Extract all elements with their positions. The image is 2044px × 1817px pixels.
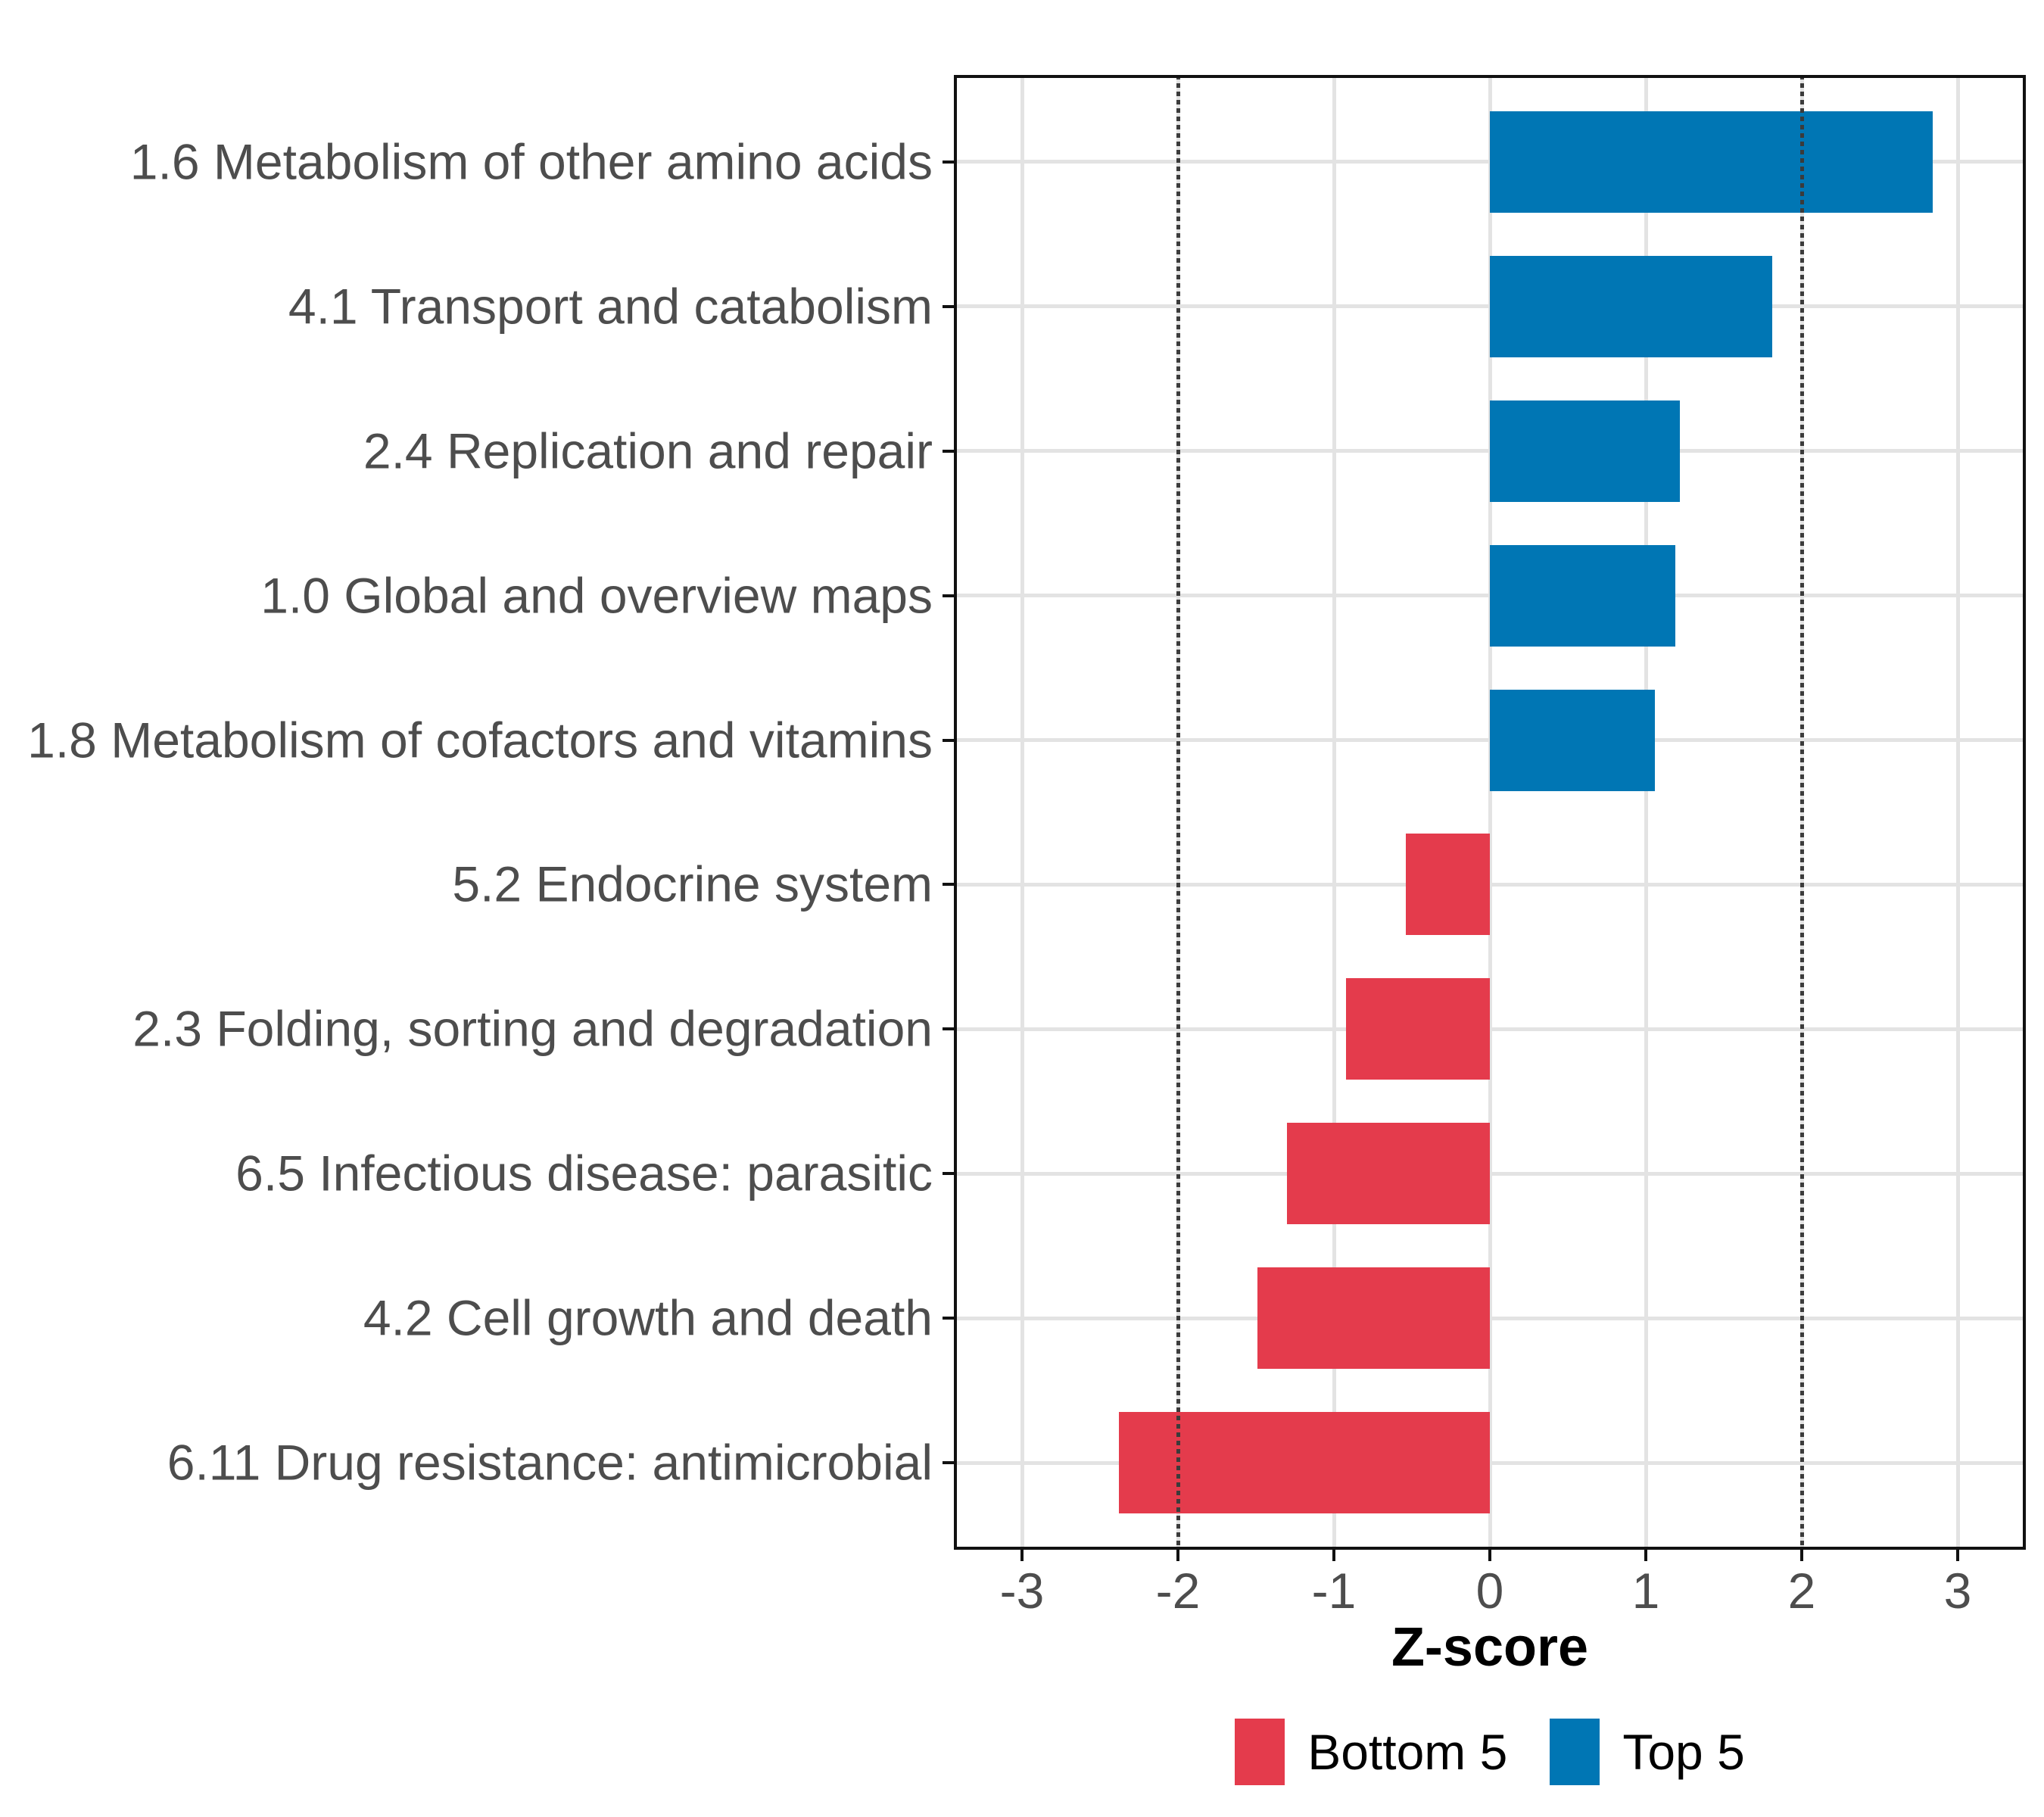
x-tick-mark	[1020, 1550, 1024, 1561]
legend-label-top5: Top 5	[1622, 1724, 1745, 1780]
x-tick-label: 3	[1943, 1563, 1972, 1619]
x-tick-label: 2	[1787, 1563, 1816, 1619]
y-gridline	[954, 1027, 2026, 1031]
bar	[1490, 690, 1656, 791]
legend-key-bottom5	[1235, 1719, 1285, 1785]
y-tick-mark	[943, 160, 954, 164]
legend-key-top5	[1550, 1719, 1600, 1785]
x-gridline	[1644, 75, 1648, 1550]
x-tick-label: 1	[1631, 1563, 1660, 1619]
bar	[1490, 111, 1933, 213]
bar	[1287, 1123, 1490, 1224]
x-tick-label: -1	[1311, 1563, 1357, 1619]
x-tick-mark	[1956, 1550, 1959, 1561]
y-gridline	[954, 1171, 2026, 1176]
x-tick-label: 0	[1475, 1563, 1504, 1619]
bar	[1346, 978, 1490, 1080]
bar	[1257, 1267, 1490, 1369]
x-tick-label: -2	[1155, 1563, 1201, 1619]
y-tick-mark	[943, 1317, 954, 1320]
y-tick-mark	[943, 883, 954, 887]
bar	[1118, 1412, 1490, 1513]
y-tick-mark	[943, 1027, 954, 1031]
x-tick-mark	[1332, 1550, 1335, 1561]
x-tick-mark	[1176, 1550, 1179, 1561]
reference-line	[1799, 75, 1804, 1550]
x-tick-mark	[1644, 1550, 1647, 1561]
x-gridline	[1020, 75, 1024, 1550]
y-tick-mark	[943, 594, 954, 597]
y-tick-mark	[943, 304, 954, 308]
y-gridline	[954, 1460, 2026, 1465]
legend-label-bottom5: Bottom 5	[1307, 1724, 1508, 1780]
plot-panel	[954, 75, 2026, 1550]
bar	[1490, 256, 1772, 357]
y-gridline	[954, 882, 2026, 887]
y-axis-label: 4.1 Transport and catabolism	[288, 277, 933, 334]
y-tick-mark	[943, 1461, 954, 1465]
y-gridline	[954, 1316, 2026, 1320]
y-tick-mark	[943, 738, 954, 742]
y-tick-mark	[943, 449, 954, 453]
y-axis-label: 1.6 Metabolism of other amino acids	[129, 132, 933, 189]
x-tick-mark	[1488, 1550, 1491, 1561]
x-tick-mark	[1800, 1550, 1803, 1561]
y-axis-label: 6.11 Drug resistance: antimicrobial	[167, 1434, 933, 1491]
y-axis-label: 6.5 Infectious disease: parasitic	[235, 1145, 933, 1201]
y-axis-label: 2.3 Folding, sorting and degradation	[132, 1000, 933, 1057]
bar	[1490, 545, 1676, 647]
bar	[1490, 400, 1681, 502]
y-axis-label: 4.2 Cell growth and death	[363, 1289, 933, 1346]
x-gridline	[1955, 75, 1960, 1550]
x-tick-label: -3	[999, 1563, 1045, 1619]
y-tick-mark	[943, 1172, 954, 1176]
y-axis-label: 1.0 Global and overview maps	[260, 566, 933, 623]
x-gridline	[1332, 75, 1336, 1550]
x-gridline	[1488, 75, 1492, 1550]
reference-line	[1176, 75, 1180, 1550]
y-axis-label: 1.8 Metabolism of cofactors and vitamins	[27, 711, 933, 768]
chart-legend: Bottom 5 Top 5	[954, 1719, 2026, 1785]
x-axis-title: Z-score	[1391, 1617, 1589, 1678]
bar	[1405, 834, 1490, 935]
y-axis-label: 5.2 Endocrine system	[452, 856, 933, 912]
y-axis-label: 2.4 Replication and repair	[363, 422, 933, 478]
